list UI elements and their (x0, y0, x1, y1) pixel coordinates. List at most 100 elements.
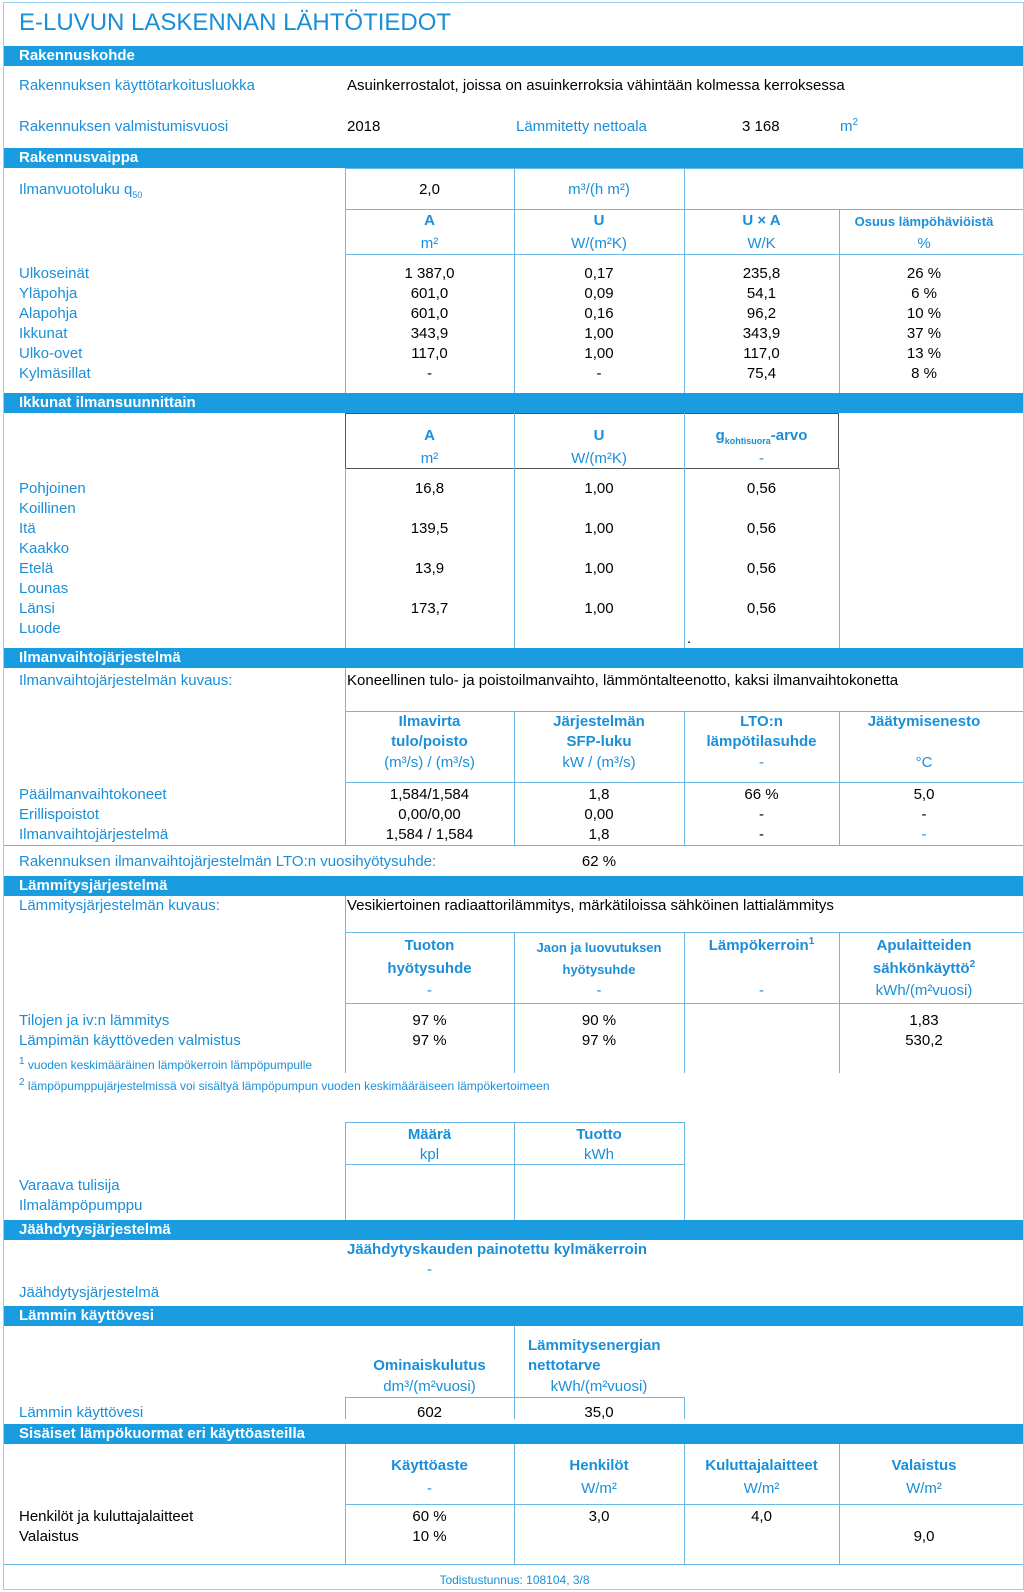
lammitys-row-v1: 97 % (412, 1032, 447, 1049)
ikkunat-col-g: gkohtisuora-arvo (715, 427, 808, 446)
lisa-col2: Tuotto (576, 1126, 622, 1143)
vaippa-col-share: Osuus lämpöhäviöistä (854, 214, 994, 229)
lammitys-row-label: Tilojen ja iv:n lämmitys (19, 1012, 170, 1029)
iv-row-v1: 1,584/1,584 (389, 786, 470, 803)
kuormat-row-v2: 3,0 (588, 1508, 610, 1525)
vaippa-col-a: A (424, 212, 435, 229)
ikkunat-row-u: 1,00 (584, 600, 614, 617)
iv-row-v4: - (921, 806, 927, 823)
vaippa-row-label: Kylmäsillat (19, 365, 91, 382)
lammitys-col1-l1: Tuoton (404, 937, 455, 954)
iv-col2-l1: Järjestelmän (553, 713, 645, 730)
iv-row-v2: 1,8 (588, 826, 610, 843)
valmistumisvuosi-label: Rakennuksen valmistumisvuosi (19, 118, 229, 135)
lammitys-col4-l1: Apulaitteiden (876, 937, 972, 954)
iv-col3-unit: - (759, 754, 764, 771)
section-rakennusvaippa: Rakennusvaippa (4, 148, 1023, 168)
vaippa-row-u: 1,00 (584, 345, 614, 362)
vaippa-row-a: - (427, 365, 432, 382)
lammitys-col2-l2: hyötysuhde (562, 962, 636, 977)
kuormat-row-label: Valaistus (19, 1528, 79, 1545)
ikkunat-row-label: Länsi (19, 600, 55, 617)
ikkunat-col-a: A (424, 427, 435, 444)
lto-vuosihyotysuhde-value: 62 % (581, 853, 617, 870)
iv-col3-l1: LTO:n (740, 713, 783, 730)
ikkunat-row-a: 16,8 (414, 480, 445, 497)
iv-row-v4: - (921, 826, 927, 843)
ikkunat-row-label: Luode (19, 620, 61, 637)
kuormat-col2-unit: W/m² (581, 1480, 617, 1497)
section-rakennuskohde: Rakennuskohde (4, 46, 1023, 66)
nettoala-unit: m2 (840, 117, 859, 136)
vaippa-row-ua: 75,4 (746, 365, 777, 382)
lammitys-row-v2: 97 % (581, 1032, 617, 1049)
jaahdytys-col: Jäähdytyskauden painotettu kylmäkerroin (347, 1241, 648, 1258)
kuormat-col1-unit: - (427, 1480, 432, 1497)
vaippa-row-share: 37 % (906, 325, 942, 342)
vaippa-row-label: Ikkunat (19, 325, 68, 342)
footer-todistustunnus: Todistustunnus: 108104, 3/8 (439, 1573, 590, 1587)
kuormat-row-label: Henkilöt ja kuluttajalaitteet (19, 1508, 194, 1525)
ikkunat-unit-g: - (759, 450, 764, 467)
vaippa-row-u: - (596, 365, 602, 382)
ilmanvuotoluku-label: Ilmanvuotoluku q50 (19, 181, 143, 200)
iv-row-v3: - (759, 806, 764, 823)
kayttotarkoitus-label: Rakennuksen käyttötarkoitusluokka (19, 77, 255, 94)
lisa-row-label: Ilmalämpöpumppu (19, 1197, 143, 1214)
vaippa-row-label: Ulko-ovet (19, 345, 83, 362)
kayttotarkoitus-value: Asuinkerrostalot, joissa on asuinkerroks… (347, 77, 845, 94)
section-jaahdytys: Jäähdytysjärjestelmä (4, 1220, 1023, 1240)
vaippa-row-u: 0,17 (584, 265, 614, 282)
ikkunat-row-u: 1,00 (584, 480, 614, 497)
lammitys-kuvaus-label: Lämmitysjärjestelmän kuvaus: (19, 897, 220, 914)
page-title: E-LUVUN LASKENNAN LÄHTÖTIEDOT (19, 9, 452, 36)
kuormat-row-v1: 10 % (412, 1528, 447, 1545)
valmistumisvuosi-value: 2018 (347, 118, 381, 135)
vaippa-row-u: 0,09 (584, 285, 614, 302)
iv-row-v1: 1,584 / 1,584 (385, 826, 474, 843)
footnote-1: 1 vuoden keskimääräinen lämpökerroin läm… (19, 1056, 313, 1073)
vaippa-row-u: 0,16 (584, 305, 614, 322)
vaippa-col-ua: U × A (742, 212, 781, 229)
vaippa-unit-ua: W/K (747, 235, 776, 252)
lammitys-col4-unit: kWh/(m²vuosi) (875, 982, 973, 999)
iv-col3-l2: lämpötilasuhde (706, 733, 817, 750)
iv-row-v2: 0,00 (584, 806, 614, 823)
lammitys-col2-l1: Jaon ja luovutuksen (536, 940, 662, 955)
ikkunat-row-label: Koillinen (19, 500, 76, 517)
vaippa-row-share: 26 % (906, 265, 942, 282)
kuormat-col3-unit: W/m² (743, 1480, 780, 1497)
section-ikkunat: Ikkunat ilmansuunnittain (4, 393, 1023, 413)
iv-row-label: Ilmanvaihtojärjestelmä (19, 826, 169, 843)
iv-col2-unit: kW / (m³/s) (562, 754, 636, 771)
vaippa-row-ua: 117,0 (743, 345, 780, 362)
kuormat-col2: Henkilöt (569, 1457, 629, 1474)
ikkunat-row-g: 0,56 (746, 520, 777, 537)
ilmanvuotoluku-value: 2,0 (419, 181, 440, 198)
kuormat-row-v1: 60 % (412, 1508, 447, 1525)
iv-col4-l1: Jäätymisenesto (867, 713, 981, 730)
ikkunat-unit-u: W/(m²K) (571, 450, 627, 467)
kuormat-row-v3: 4,0 (751, 1508, 772, 1525)
ikkunat-row-a: 173,7 (410, 600, 449, 617)
lammitys-col1-unit: - (427, 982, 432, 999)
lisa-col2-unit: kWh (584, 1146, 614, 1163)
ikkunat-row-label: Itä (19, 520, 36, 537)
kuormat-col1: Käyttöaste (391, 1457, 468, 1474)
kv-col1-unit: dm³/(m²vuosi) (383, 1378, 476, 1395)
kv-col1: Ominaiskulutus (373, 1357, 486, 1374)
footnote-2: 2 lämpöpumppujärjestelmissä voi sisältyä… (19, 1077, 550, 1094)
vaippa-row-ua: 235,8 (742, 265, 781, 282)
lto-vuosihyotysuhde-label: Rakennuksen ilmanvaihtojärjestelmän LTO:… (19, 853, 437, 870)
kv-col2-l1: Lämmitysenergian (528, 1337, 661, 1354)
iv-col1-l1: Ilmavirta (398, 713, 461, 730)
section-kuormat: Sisäiset lämpökuormat eri käyttöasteilla (4, 1424, 1023, 1444)
ikkunat-row-g: 0,56 (746, 560, 777, 577)
vaippa-row-label: Ulkoseinät (19, 265, 90, 282)
iv-row-v2: 1,8 (588, 786, 610, 803)
iv-row-v3: - (759, 826, 764, 843)
iv-row-label: Erillispoistot (19, 806, 100, 823)
vaippa-row-a: 117,0 (411, 345, 448, 362)
kv-col2-l2: nettotarve (528, 1357, 601, 1374)
nettoala-value: 3 168 (742, 118, 780, 135)
